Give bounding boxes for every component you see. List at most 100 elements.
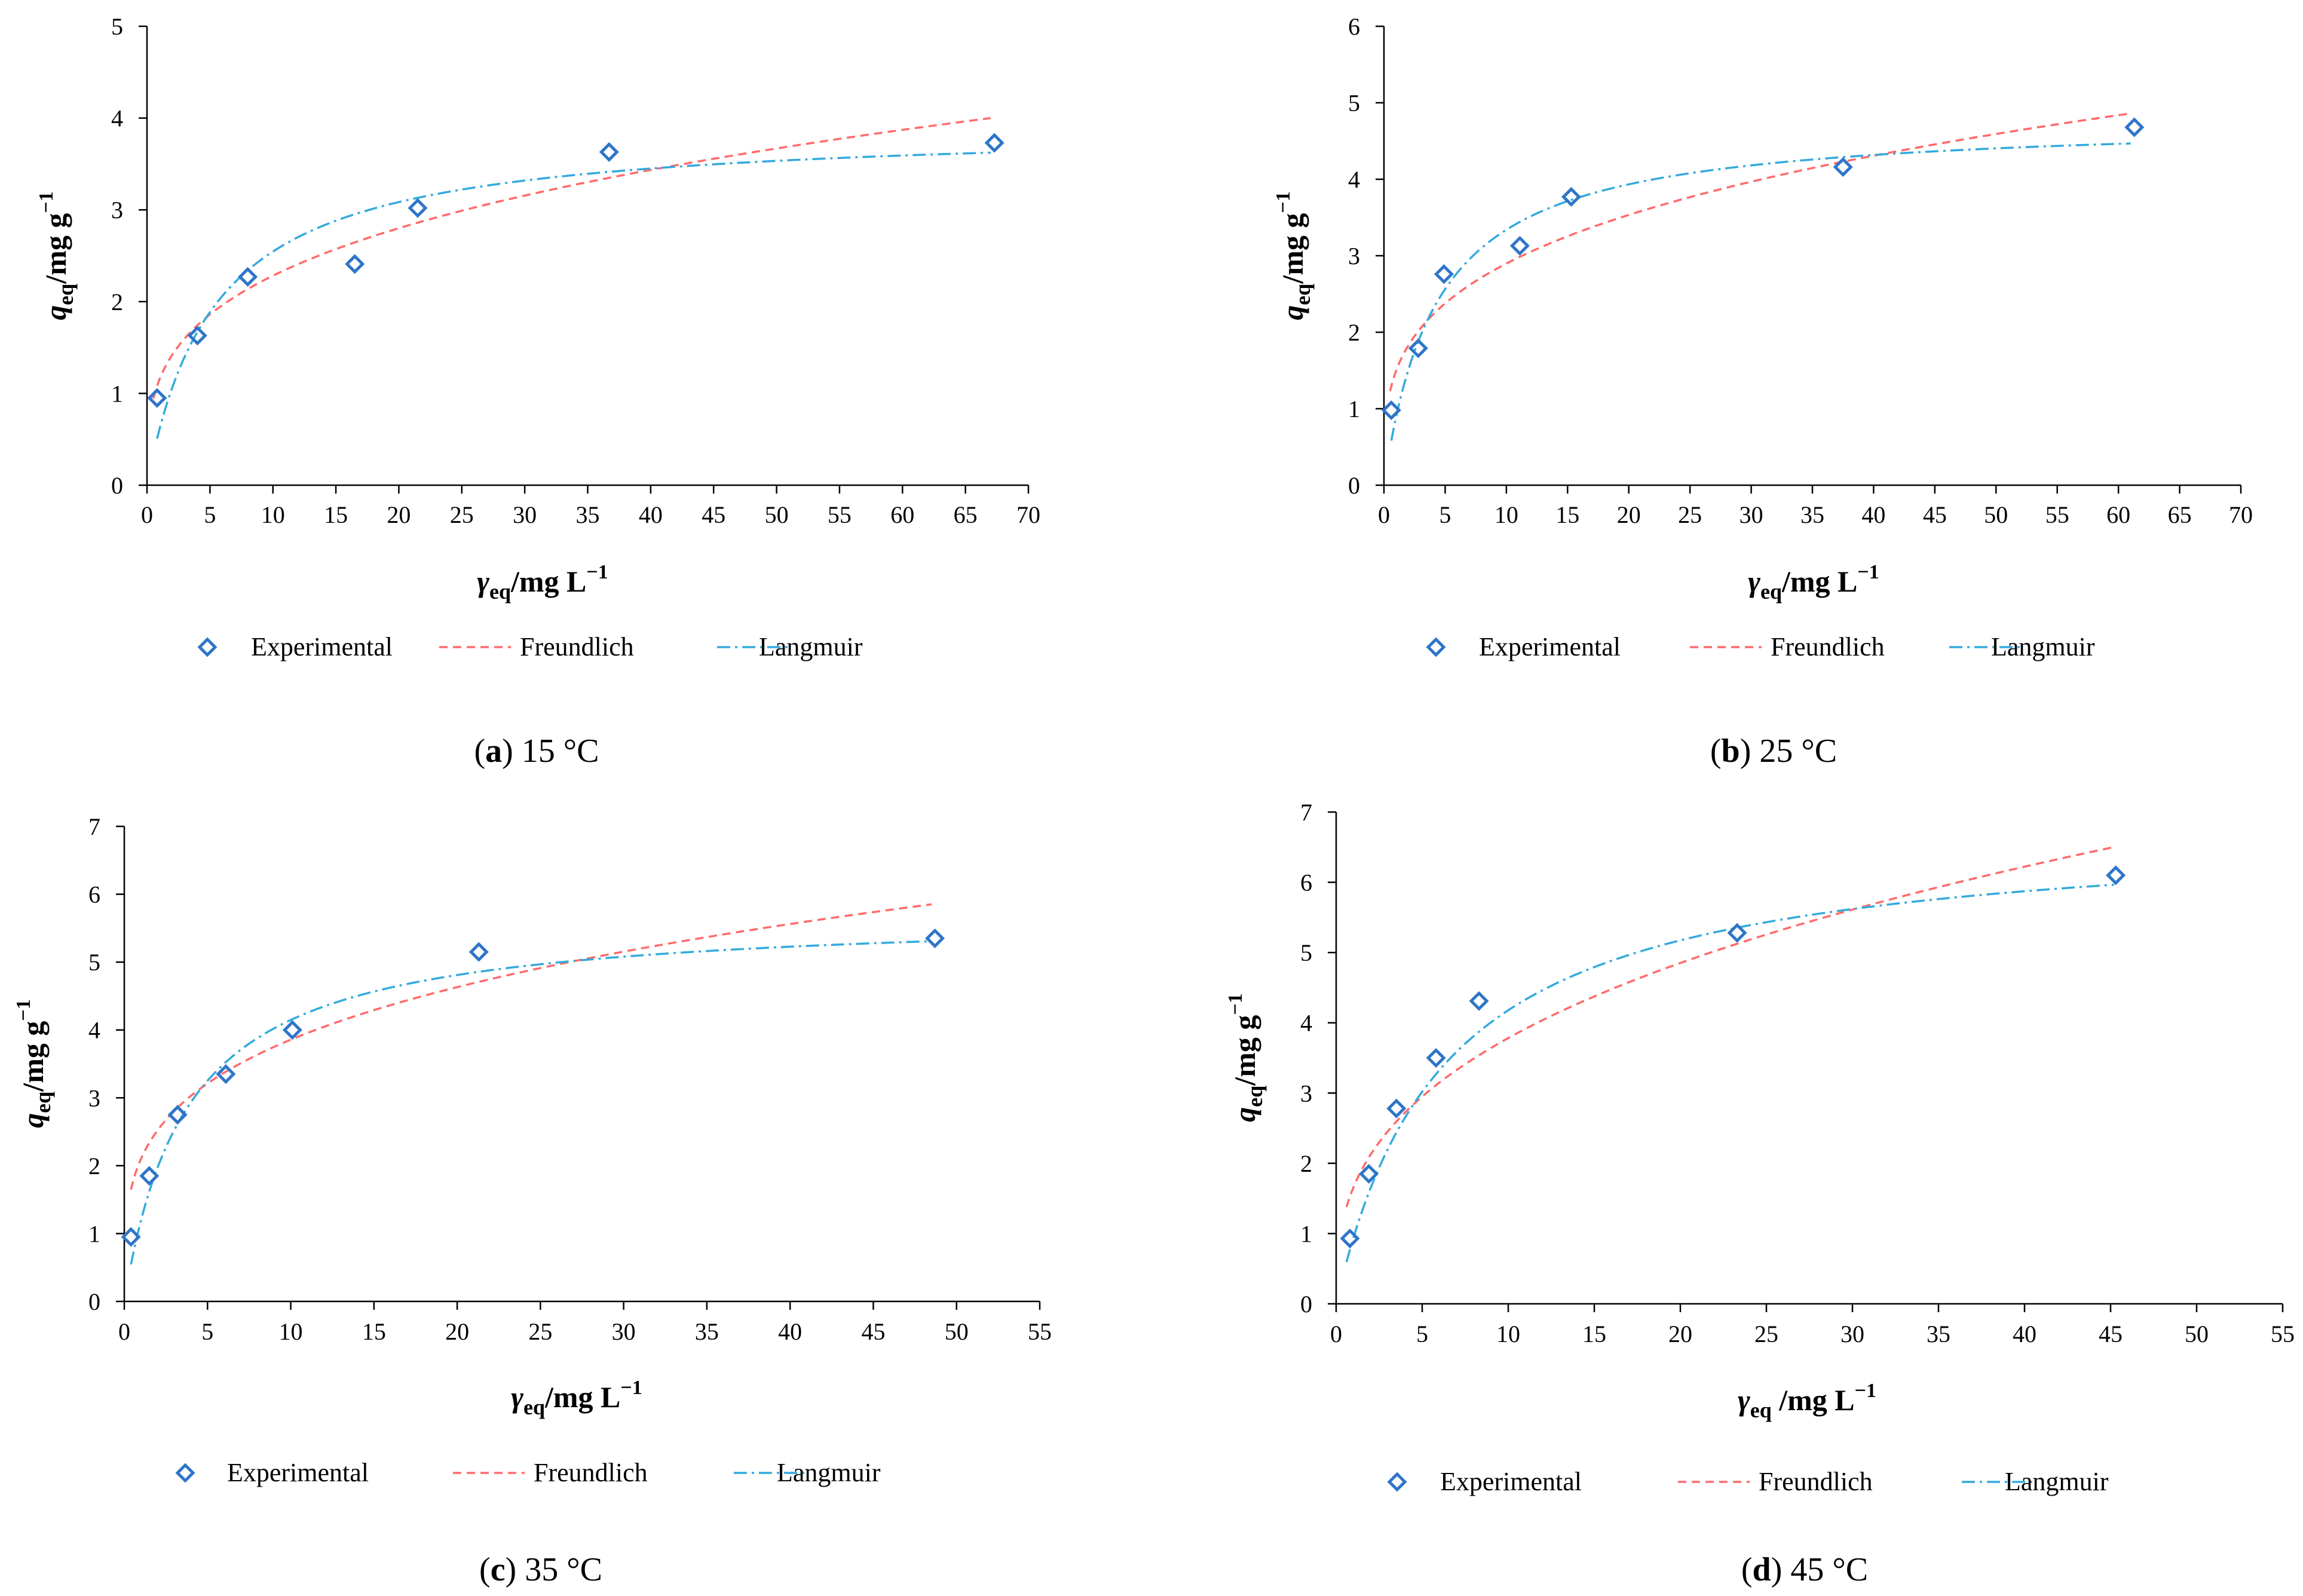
caption-temperature: 45 °C bbox=[1790, 1551, 1868, 1588]
y-tick-label: 2 bbox=[1348, 319, 1360, 346]
experimental-point bbox=[282, 1020, 302, 1040]
experimental-point bbox=[238, 266, 258, 287]
panel-caption: (b) 25 °C bbox=[1710, 733, 1837, 770]
x-tick-label: 65 bbox=[2168, 501, 2192, 528]
x-tick-label: 15 bbox=[1555, 501, 1579, 528]
experimental-point bbox=[1386, 1098, 1407, 1119]
x-tick-label: 55 bbox=[2045, 501, 2069, 528]
y-label-subscript: eq bbox=[54, 284, 78, 305]
freundlich-curve bbox=[152, 117, 991, 399]
x-tick-label: 40 bbox=[639, 501, 663, 528]
experimental-point bbox=[187, 326, 207, 346]
experimental-point bbox=[924, 928, 945, 948]
legend: Experimental Freundlich Langmuir bbox=[175, 1458, 881, 1487]
y-tick-label: 3 bbox=[111, 197, 123, 223]
langmuir-curve bbox=[130, 940, 932, 1265]
experimental-point bbox=[1833, 157, 1853, 177]
y-tick-label: 4 bbox=[1348, 166, 1360, 193]
y-axis-label: qeq/mg g−1 bbox=[1224, 993, 1267, 1122]
y-label-subscript: eq bbox=[1291, 284, 1315, 305]
x-tick-label: 50 bbox=[945, 1318, 969, 1345]
y-tick-label: 5 bbox=[111, 13, 123, 40]
panel-caption: (a) 15 °C bbox=[474, 733, 599, 770]
y-label-superscript: −1 bbox=[35, 191, 57, 213]
x-label-unit: /mg L bbox=[1772, 1383, 1855, 1417]
x-tick-label: 0 bbox=[141, 501, 153, 528]
legend-experimental-label: Experimental bbox=[1479, 632, 1621, 661]
caption-letter: a bbox=[485, 733, 502, 770]
x-tick-label: 0 bbox=[1330, 1321, 1342, 1347]
x-tick-label: 65 bbox=[954, 501, 978, 528]
y-tick-label: 7 bbox=[1300, 799, 1312, 826]
y-tick-label: 0 bbox=[1300, 1291, 1312, 1318]
x-tick-label: 5 bbox=[204, 501, 216, 528]
x-tick-label: 50 bbox=[765, 501, 789, 528]
x-tick-label: 20 bbox=[445, 1318, 469, 1345]
x-tick-label: 70 bbox=[2229, 501, 2253, 528]
y-tick-label: 5 bbox=[88, 949, 100, 976]
x-axis-label: γeq /mg L−1 bbox=[1738, 1380, 1876, 1422]
y-label-unit: /mg g bbox=[1276, 213, 1309, 284]
x-tick-label: 10 bbox=[261, 501, 285, 528]
x-tick-label: 40 bbox=[2013, 1321, 2036, 1347]
x-tick-label: 30 bbox=[513, 501, 537, 528]
y-tick-label: 2 bbox=[111, 289, 123, 315]
legend-experimental-label: Experimental bbox=[251, 632, 393, 661]
y-tick-label: 1 bbox=[1300, 1220, 1312, 1247]
caption-close-paren: ) bbox=[1771, 1551, 1791, 1588]
y-axis-label: qeq/mg g−1 bbox=[35, 191, 78, 320]
x-label-superscript: −1 bbox=[620, 1377, 642, 1399]
legend-experimental-marker bbox=[175, 1463, 195, 1483]
legend: Experimental Freundlich Langmuir bbox=[1426, 632, 2095, 661]
x-tick-label: 20 bbox=[1668, 1321, 1692, 1347]
x-tick-label: 20 bbox=[387, 501, 411, 528]
y-tick-label: 7 bbox=[88, 813, 100, 840]
x-tick-label: 55 bbox=[1028, 1318, 1052, 1345]
x-tick-label: 40 bbox=[1861, 501, 1885, 528]
caption-open-paren: ( bbox=[1741, 1551, 1753, 1588]
x-tick-label: 50 bbox=[2185, 1321, 2209, 1347]
experimental-point bbox=[1408, 338, 1428, 359]
x-tick-label: 45 bbox=[861, 1318, 885, 1345]
legend-freundlich-label: Freundlich bbox=[1771, 632, 1885, 661]
langmuir-curve bbox=[1345, 883, 2114, 1263]
x-tick-label: 35 bbox=[1927, 1321, 1950, 1347]
legend-freundlich-label: Freundlich bbox=[534, 1458, 648, 1487]
legend-experimental-marker bbox=[1426, 637, 1446, 657]
caption-letter: b bbox=[1722, 733, 1740, 770]
x-tick-label: 40 bbox=[778, 1318, 802, 1345]
x-label-unit: /mg L bbox=[510, 565, 586, 598]
x-label-subscript: eq bbox=[1760, 580, 1782, 604]
x-label-subscript: eq bbox=[489, 580, 511, 604]
x-label-unit: /mg L bbox=[544, 1380, 620, 1414]
experimental-point bbox=[1509, 235, 1530, 256]
experimental-point bbox=[121, 1227, 141, 1247]
caption-open-paren: ( bbox=[479, 1551, 491, 1588]
experimental-point bbox=[147, 388, 167, 408]
y-tick-label: 6 bbox=[1348, 13, 1360, 40]
y-label-superscript: −1 bbox=[1224, 993, 1247, 1015]
experimental-point bbox=[167, 1105, 188, 1125]
legend-experimental-label: Experimental bbox=[227, 1458, 369, 1487]
y-tick-label: 3 bbox=[1300, 1080, 1312, 1107]
langmuir-curve bbox=[1390, 142, 2131, 441]
y-label-superscript: −1 bbox=[1272, 191, 1294, 213]
experimental-point bbox=[1469, 991, 1489, 1011]
legend-langmuir-label: Langmuir bbox=[777, 1458, 881, 1487]
x-tick-label: 15 bbox=[362, 1318, 386, 1345]
x-label-symbol: γ bbox=[1748, 565, 1760, 598]
y-tick-label: 6 bbox=[88, 881, 100, 908]
y-label-subscript: eq bbox=[31, 1092, 55, 1113]
y-tick-label: 5 bbox=[1300, 939, 1312, 966]
x-tick-label: 25 bbox=[450, 501, 474, 528]
x-tick-label: 70 bbox=[1016, 501, 1040, 528]
caption-temperature: 15 °C bbox=[522, 733, 599, 770]
x-label-unit: /mg L bbox=[1781, 565, 1857, 598]
freundlich-curve bbox=[130, 903, 932, 1190]
y-label-superscript: −1 bbox=[13, 999, 35, 1021]
x-tick-label: 30 bbox=[612, 1318, 636, 1345]
experimental-point bbox=[2124, 117, 2145, 137]
x-tick-label: 5 bbox=[201, 1318, 213, 1345]
y-tick-label: 4 bbox=[1300, 1010, 1312, 1037]
x-axis-label: γeq/mg L−1 bbox=[477, 561, 608, 604]
